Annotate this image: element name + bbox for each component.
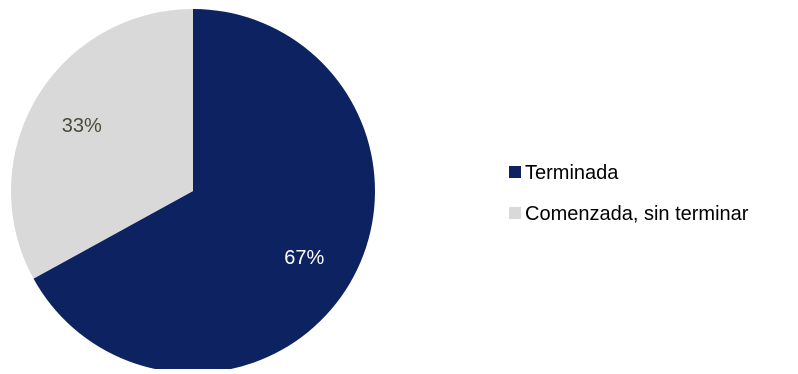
pie-slice-comenzada-sin-terminar	[10, 9, 194, 279]
legend: Terminada Comenzada, sin terminar	[509, 162, 749, 225]
legend-swatch	[509, 166, 521, 178]
slice-label-comenzada-sin-terminar: 33%	[62, 115, 102, 137]
slice-label-terminada: 67%	[284, 247, 324, 269]
legend-label: Comenzada, sin terminar	[525, 203, 749, 225]
legend-label: Terminada	[525, 162, 619, 184]
pie-slice-terminada	[33, 9, 375, 373]
legend-item-comenzada-sin-terminar: Comenzada, sin terminar	[509, 203, 749, 225]
legend-item-terminada: Terminada	[509, 162, 619, 184]
slice-labels: 67% 33%	[62, 115, 325, 269]
legend-swatch	[509, 207, 521, 219]
pie-slices	[10, 9, 375, 373]
